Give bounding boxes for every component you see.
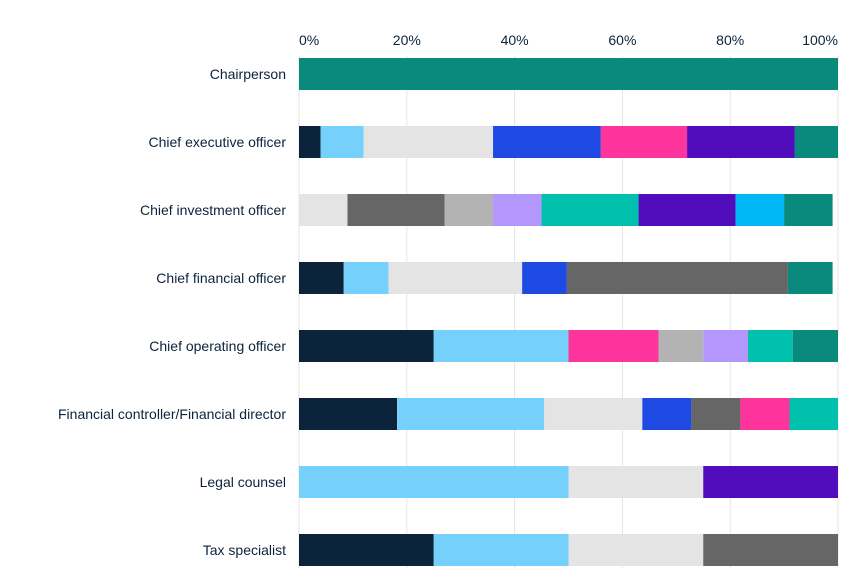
category-label: Financial controller/Financial director (58, 406, 286, 422)
x-tick-label: 60% (608, 32, 636, 48)
category-label: Tax specialist (203, 542, 286, 558)
bar-segment (787, 262, 833, 294)
bar-segment (299, 534, 434, 566)
bar-segment (747, 330, 793, 362)
bar-segment (735, 194, 785, 226)
bar-segment (444, 194, 494, 226)
bar-segment (794, 126, 838, 158)
category-label: Chief executive officer (149, 134, 287, 150)
x-tick-label: 40% (501, 32, 529, 48)
category-label: Chief operating officer (149, 338, 286, 354)
bar-segment (568, 466, 704, 498)
bar-segment (493, 194, 542, 226)
bar-segment (299, 194, 348, 226)
bar-segment (566, 262, 788, 294)
bar-segment (433, 330, 569, 362)
x-tick-label: 80% (716, 32, 744, 48)
x-tick-label: 20% (393, 32, 421, 48)
bar-segment (433, 534, 569, 566)
bar-segment (658, 330, 704, 362)
bar-segment (638, 194, 736, 226)
bar-segment (789, 398, 838, 430)
bar-segment (347, 194, 445, 226)
bar-segment (299, 330, 434, 362)
bar-segment (703, 534, 838, 566)
bar-segment (541, 194, 639, 226)
bar-segment (299, 398, 398, 430)
bar-segment (299, 262, 344, 294)
bar-segment (388, 262, 523, 294)
bar-segment (792, 330, 838, 362)
bar-segment (299, 126, 321, 158)
bar-segment (691, 398, 741, 430)
category-label: Legal counsel (200, 474, 286, 490)
bar-segment (703, 466, 838, 498)
bar-segment (784, 194, 833, 226)
bar-segment (493, 126, 601, 158)
bar-segment (397, 398, 545, 430)
bar-segment (703, 330, 748, 362)
bar-segment (299, 466, 569, 498)
bar-segment (299, 58, 838, 90)
bar-segment (522, 262, 567, 294)
bar-segment (740, 398, 790, 430)
bar-segment (687, 126, 795, 158)
bar-segment (568, 330, 659, 362)
bar-segment (600, 126, 688, 158)
category-label: Chairperson (210, 66, 286, 82)
bar-segment (642, 398, 692, 430)
category-label: Chief financial officer (156, 270, 286, 286)
x-tick-label: 100% (802, 32, 838, 48)
bar-segment (568, 534, 704, 566)
category-label: Chief investment officer (140, 202, 286, 218)
x-tick-label: 0% (299, 32, 319, 48)
bar-segment (363, 126, 494, 158)
bar-segment (544, 398, 643, 430)
bar-segment (343, 262, 389, 294)
bar-segment (320, 126, 364, 158)
